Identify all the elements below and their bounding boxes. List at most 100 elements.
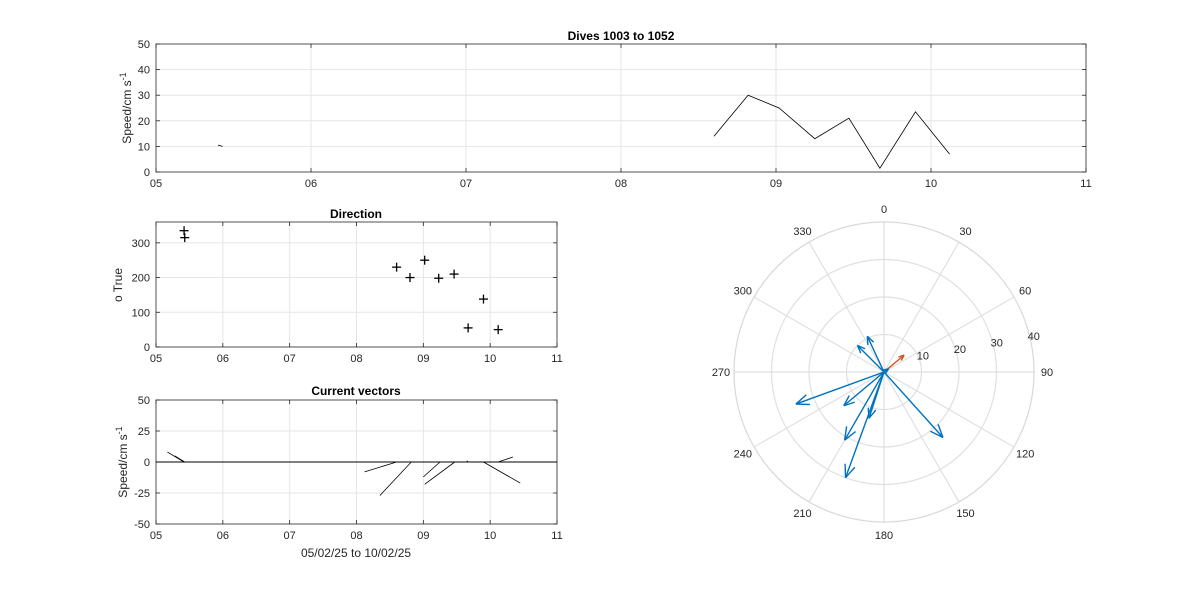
vectors-ytick-label: 25 xyxy=(138,426,150,438)
vectors-xtick-label: 06 xyxy=(217,530,229,542)
polar-vector-head xyxy=(898,354,905,358)
speed-xtick-label: 06 xyxy=(305,178,317,190)
polar-vector xyxy=(866,335,885,373)
speed-ytick-label: 0 xyxy=(144,167,150,179)
speed-ytick-label: 40 xyxy=(138,65,150,77)
direction-xtick-label: 08 xyxy=(350,353,362,365)
direction-ytick-label: 200 xyxy=(132,273,150,285)
polar-angle-label: 300 xyxy=(734,286,752,298)
direction-point xyxy=(179,226,189,236)
direction-point xyxy=(420,255,430,265)
direction-point xyxy=(434,273,444,283)
polar-radial-label: 10 xyxy=(917,350,929,362)
polar-angle-label: 240 xyxy=(734,449,752,461)
speed-xtick-label: 09 xyxy=(770,178,782,190)
speed-ytick-label: 50 xyxy=(138,39,150,51)
polar-angle-label: 330 xyxy=(793,226,811,238)
polar-ring xyxy=(770,258,998,486)
polar-ring xyxy=(808,296,960,448)
speed-ytick-label: 30 xyxy=(138,90,150,102)
vector-stick xyxy=(364,461,397,473)
polar-angle-label: 0 xyxy=(881,204,887,216)
direction-xtick-label: 09 xyxy=(417,353,429,365)
speed-xtick-label: 11 xyxy=(1080,178,1091,190)
polar-vector-head xyxy=(937,424,944,438)
polar-vector xyxy=(843,371,885,407)
speed-title: Dives 1003 to 1052 xyxy=(568,29,675,43)
vectors-title: Current vectors xyxy=(311,384,401,398)
vectors-xtick-label: 11 xyxy=(551,530,562,542)
vectors-xtick-label: 10 xyxy=(484,530,496,542)
polar-angle-label: 90 xyxy=(1041,367,1053,379)
polar-vector xyxy=(867,371,885,419)
speed-xtick-label: 05 xyxy=(150,178,162,190)
direction-xtick-label: 05 xyxy=(150,353,162,365)
vector-stick xyxy=(167,451,185,463)
direction-xtick-label: 10 xyxy=(484,353,496,365)
polar-vector-head xyxy=(857,344,866,350)
speed-series-line xyxy=(217,144,223,147)
polar-ring xyxy=(733,221,1035,523)
polar-angle-label: 210 xyxy=(793,508,811,520)
polar-vector-head xyxy=(866,335,875,343)
polar-vector-head xyxy=(930,430,944,439)
direction-title: Direction xyxy=(330,207,382,221)
speed-ytick-label: 10 xyxy=(138,141,150,153)
vector-stick xyxy=(174,455,185,463)
speed-panel: Dives 1003 to 1052 05 06 07 08 09 10 11 0 10 20 30… xyxy=(118,29,1092,190)
direction-point xyxy=(493,325,503,335)
vectors-xtick-label: 09 xyxy=(417,530,429,542)
vector-stick xyxy=(423,461,441,478)
polar-radial-label: 20 xyxy=(954,344,966,356)
polar-angle-label: 180 xyxy=(875,530,893,542)
polar-vector-head xyxy=(843,426,848,441)
polar-panel: 0 30 60 90 120 150 180 210 240 270 300 330 10 20 30 40 xyxy=(712,204,1053,542)
polar-vector xyxy=(856,344,885,373)
speed-xtick-label: 07 xyxy=(460,178,472,190)
vector-stick xyxy=(466,460,469,463)
direction-panel: Direction 05 06 07 08 09 10 11 0 100 200 300 o Tru… xyxy=(111,207,563,365)
speed-xtick-label: 08 xyxy=(615,178,627,190)
direction-point xyxy=(478,294,488,304)
polar-vector-head xyxy=(844,430,857,441)
polar-vector-shaft xyxy=(856,344,885,373)
direction-ytick-label: 0 xyxy=(144,342,150,354)
direction-xtick-label: 07 xyxy=(284,353,296,365)
polar-vector-shaft xyxy=(843,371,885,407)
vectors-ytick-label: 50 xyxy=(138,395,150,407)
speed-xtick-label: 10 xyxy=(925,178,937,190)
direction-ylabel: o True xyxy=(111,268,125,302)
polar-ring xyxy=(845,333,923,411)
vectors-xlabel: 05/02/25 to 10/02/25 xyxy=(301,546,411,560)
polar-vector-shaft xyxy=(844,371,885,441)
polar-vector-shaft xyxy=(866,336,885,373)
direction-ytick-label: 300 xyxy=(132,238,150,250)
polar-radial-label: 30 xyxy=(991,337,1003,349)
polar-angle-label: 60 xyxy=(1019,286,1031,298)
vectors-ytick-label: 0 xyxy=(144,457,150,469)
vectors-ytick-label: -50 xyxy=(134,519,150,531)
direction-point xyxy=(180,233,190,243)
polar-vector-head xyxy=(856,345,862,354)
direction-point xyxy=(392,262,402,272)
speed-ylabel: Speed/cm s-1 xyxy=(118,72,134,143)
polar-vector xyxy=(882,368,890,375)
direction-xtick-label: 11 xyxy=(551,353,562,365)
speed-ytick-label: 20 xyxy=(138,116,150,128)
vectors-ytick-label: -25 xyxy=(134,488,150,500)
polar-vector-shaft xyxy=(868,371,885,419)
polar-radial-label: 40 xyxy=(1028,331,1040,343)
vectors-panel: Current vectors 05 06 07 08 09 10 11 -50 -25 0 25 5… xyxy=(114,384,563,560)
polar-vector-head xyxy=(867,407,870,419)
polar-angle-label: 120 xyxy=(1016,449,1034,461)
polar-vector-head xyxy=(843,401,855,407)
polar-vector xyxy=(795,371,885,406)
polar-vector xyxy=(843,371,885,441)
polar-vector-head xyxy=(882,368,889,371)
vectors-ylabel: Speed/cm s-1 xyxy=(114,426,130,497)
direction-point xyxy=(405,273,415,283)
direction-xtick-label: 06 xyxy=(217,353,229,365)
polar-vector-shaft xyxy=(795,371,885,405)
polar-vector xyxy=(883,371,944,439)
